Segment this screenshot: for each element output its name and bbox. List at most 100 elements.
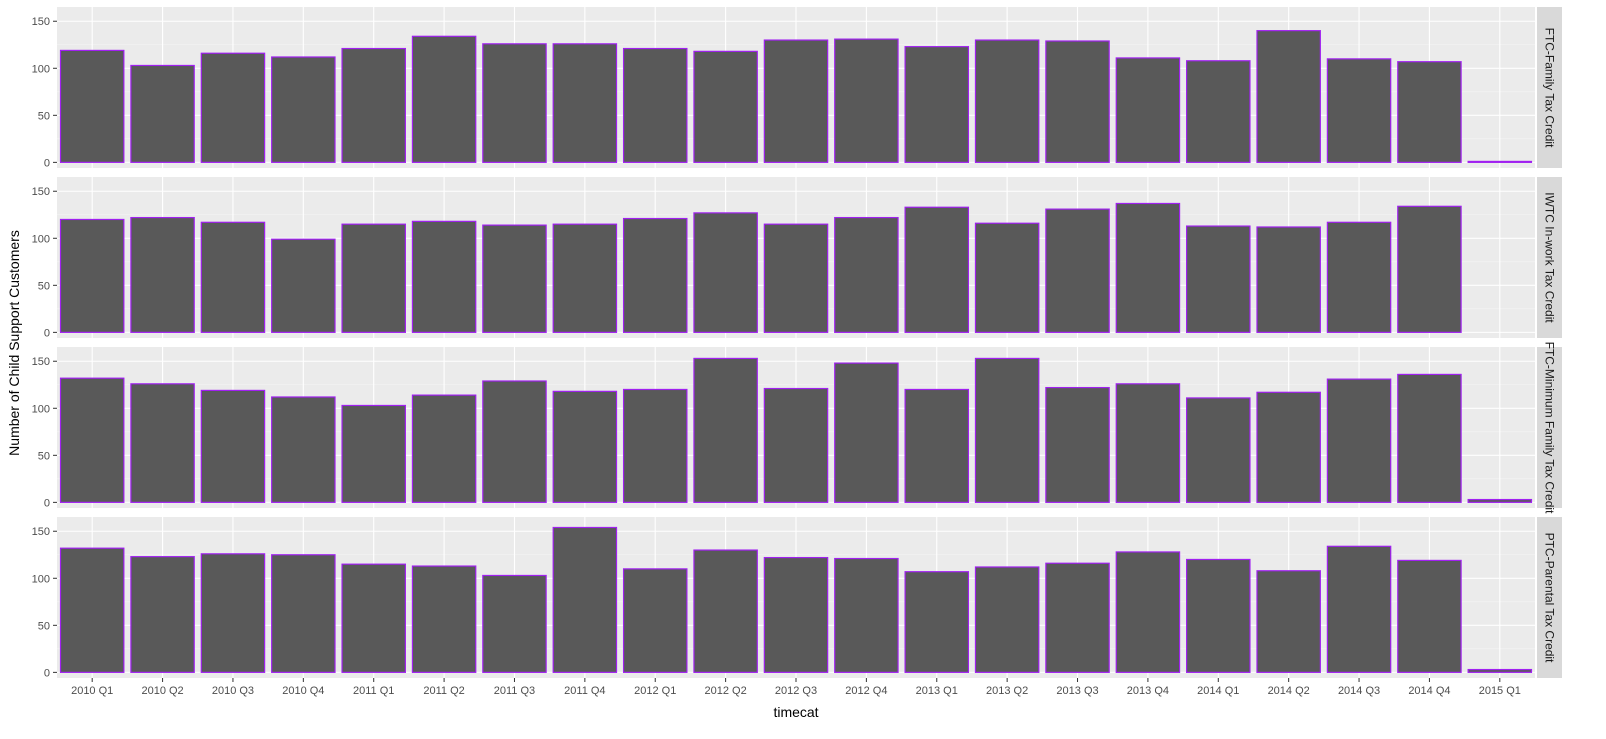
bar <box>341 47 406 163</box>
bar <box>904 388 970 503</box>
y-tick-label: 50 <box>38 620 50 632</box>
x-tick-label: 2013 Q1 <box>916 685 958 697</box>
facet-panel: 0 50 100 150 FTC-Minimum Family Tax Credit <box>32 342 1562 514</box>
bar <box>622 217 688 333</box>
x-tick-label: 2010 Q1 <box>71 685 113 697</box>
bar <box>1045 40 1110 163</box>
y-tick-label: 0 <box>44 497 50 509</box>
x-tick-label: 2011 Q3 <box>494 685 535 697</box>
y-tick-label: 50 <box>38 450 50 462</box>
bar <box>552 390 618 503</box>
bar <box>1326 58 1392 163</box>
facet-panel: 0 50 100 150 PTC-Parental Tax Credit <box>32 517 1562 679</box>
bar <box>763 39 829 163</box>
bar <box>552 223 618 333</box>
bar <box>1256 226 1321 333</box>
bar <box>482 43 547 163</box>
bar <box>59 218 125 333</box>
y-tick-label: 150 <box>32 356 50 368</box>
y-tick-label: 100 <box>32 233 50 245</box>
y-tick-label: 0 <box>44 667 50 679</box>
x-tick-label: 2011 Q2 <box>423 685 464 697</box>
y-tick-label: 50 <box>38 280 50 292</box>
bar <box>341 563 406 673</box>
x-tick-label: 2012 Q3 <box>775 685 817 697</box>
facet-strip-label: PTC-Parental Tax Credit <box>1543 533 1557 663</box>
x-tick-label: 2012 Q2 <box>705 685 747 697</box>
bar <box>1256 391 1321 503</box>
x-tick-label: 2011 Q1 <box>353 685 394 697</box>
y-tick-label: 50 <box>38 110 50 122</box>
facet-strip-label: FTC-Family Tax Credit <box>1543 28 1557 148</box>
bar <box>1115 202 1181 333</box>
bar <box>59 49 125 163</box>
bar <box>974 39 1040 163</box>
bar <box>1467 668 1533 673</box>
bar <box>271 238 336 333</box>
x-tick-label: 2015 Q1 <box>1479 685 1521 697</box>
bar <box>1115 551 1181 673</box>
y-tick-label: 100 <box>32 63 50 75</box>
x-tick-label: 2011 Q4 <box>564 685 605 697</box>
x-tick-label: 2013 Q4 <box>1127 685 1169 697</box>
bar <box>200 553 266 673</box>
bar <box>904 206 970 333</box>
bar <box>341 223 406 333</box>
bar <box>482 380 547 503</box>
y-tick-label: 0 <box>44 327 50 339</box>
bar <box>622 388 688 503</box>
bar <box>1467 160 1533 163</box>
x-tick-label: 2010 Q2 <box>141 685 183 697</box>
bar <box>1045 208 1110 333</box>
bar <box>411 565 477 673</box>
y-tick-label: 100 <box>32 403 50 415</box>
bar <box>834 557 899 673</box>
bar <box>411 394 477 503</box>
bar <box>1115 57 1181 163</box>
x-tick-label: 2014 Q2 <box>1268 685 1310 697</box>
x-tick-label: 2010 Q4 <box>282 685 324 697</box>
bar <box>1186 60 1251 163</box>
bar <box>1397 205 1462 333</box>
bar <box>763 387 829 503</box>
bar <box>1115 383 1181 503</box>
bar <box>552 43 618 163</box>
bar <box>693 549 758 673</box>
y-axis-title: Number of Child Support Customers <box>6 230 22 456</box>
bar <box>974 566 1040 673</box>
bar <box>1397 373 1462 503</box>
bar <box>130 383 195 503</box>
y-tick-label: 150 <box>32 186 50 198</box>
bar <box>1045 386 1110 503</box>
bar <box>1326 545 1392 673</box>
bar <box>834 362 899 503</box>
bar <box>1326 378 1392 503</box>
bar <box>271 396 336 503</box>
bar <box>341 404 406 503</box>
facet-strip <box>1537 177 1562 338</box>
bar <box>974 222 1040 333</box>
bar <box>622 47 688 163</box>
bar <box>1186 558 1251 673</box>
x-tick-label: 2014 Q4 <box>1408 685 1450 697</box>
facet-panel: 0 50 100 150 FTC-Family Tax Credit <box>32 7 1562 169</box>
x-axis-title: timecat <box>773 704 818 720</box>
bar <box>59 547 125 673</box>
bar <box>1397 61 1462 163</box>
bar <box>1467 498 1533 503</box>
y-tick-label: 150 <box>32 16 50 28</box>
x-tick-label: 2013 Q3 <box>1056 685 1098 697</box>
bar <box>763 223 829 333</box>
bar <box>904 571 970 673</box>
x-tick-label: 2010 Q3 <box>212 685 254 697</box>
bar <box>271 554 336 673</box>
bar <box>271 56 336 163</box>
facet-strip-label: FTC-Minimum Family Tax Credit <box>1543 342 1557 514</box>
facet-panel: 0 50 100 150 IWTC In-work Tax Credit <box>32 177 1562 339</box>
bar <box>1326 221 1392 333</box>
bar <box>1045 562 1110 673</box>
bar <box>482 574 547 673</box>
x-tick-label: 2013 Q2 <box>986 685 1028 697</box>
bar <box>693 357 758 503</box>
